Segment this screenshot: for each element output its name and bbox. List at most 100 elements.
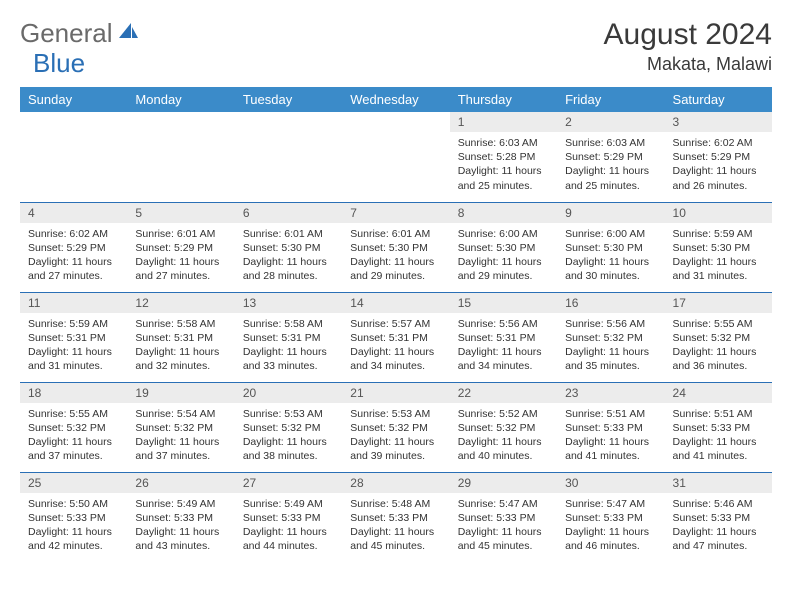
calendar-day-cell: 20Sunrise: 5:53 AMSunset: 5:32 PMDayligh… — [235, 382, 342, 472]
day-details: Sunrise: 5:47 AMSunset: 5:33 PMDaylight:… — [557, 493, 664, 560]
day-details: Sunrise: 5:59 AMSunset: 5:31 PMDaylight:… — [20, 313, 127, 380]
day-number: 7 — [342, 203, 449, 223]
weekday-header: Friday — [557, 87, 664, 112]
brand-part2: Blue — [33, 48, 85, 79]
day-details: Sunrise: 6:00 AMSunset: 5:30 PMDaylight:… — [557, 223, 664, 290]
day-number: 12 — [127, 293, 234, 313]
day-number: 29 — [450, 473, 557, 493]
day-number: 5 — [127, 203, 234, 223]
day-number: 4 — [20, 203, 127, 223]
day-number: 18 — [20, 383, 127, 403]
calendar-day-cell: 10Sunrise: 5:59 AMSunset: 5:30 PMDayligh… — [665, 202, 772, 292]
day-number: 11 — [20, 293, 127, 313]
day-number: 6 — [235, 203, 342, 223]
calendar-day-cell: 2Sunrise: 6:03 AMSunset: 5:29 PMDaylight… — [557, 112, 664, 202]
calendar-day-cell: 25Sunrise: 5:50 AMSunset: 5:33 PMDayligh… — [20, 472, 127, 562]
day-number: 27 — [235, 473, 342, 493]
calendar-week-row: 4Sunrise: 6:02 AMSunset: 5:29 PMDaylight… — [20, 202, 772, 292]
day-number: 8 — [450, 203, 557, 223]
day-number — [20, 112, 127, 132]
title-block: August 2024 Makata, Malawi — [604, 18, 772, 75]
calendar-week-row: 25Sunrise: 5:50 AMSunset: 5:33 PMDayligh… — [20, 472, 772, 562]
day-details: Sunrise: 6:01 AMSunset: 5:29 PMDaylight:… — [127, 223, 234, 290]
day-details: Sunrise: 6:01 AMSunset: 5:30 PMDaylight:… — [342, 223, 449, 290]
day-details: Sunrise: 5:51 AMSunset: 5:33 PMDaylight:… — [557, 403, 664, 470]
calendar-day-cell: 26Sunrise: 5:49 AMSunset: 5:33 PMDayligh… — [127, 472, 234, 562]
calendar-week-row: 11Sunrise: 5:59 AMSunset: 5:31 PMDayligh… — [20, 292, 772, 382]
calendar-day-cell: 7Sunrise: 6:01 AMSunset: 5:30 PMDaylight… — [342, 202, 449, 292]
day-details: Sunrise: 6:03 AMSunset: 5:29 PMDaylight:… — [557, 132, 664, 199]
day-details: Sunrise: 5:55 AMSunset: 5:32 PMDaylight:… — [665, 313, 772, 380]
calendar-day-cell: 14Sunrise: 5:57 AMSunset: 5:31 PMDayligh… — [342, 292, 449, 382]
day-number: 22 — [450, 383, 557, 403]
day-details: Sunrise: 5:48 AMSunset: 5:33 PMDaylight:… — [342, 493, 449, 560]
day-details: Sunrise: 5:55 AMSunset: 5:32 PMDaylight:… — [20, 403, 127, 470]
day-number — [235, 112, 342, 132]
calendar-day-cell: 19Sunrise: 5:54 AMSunset: 5:32 PMDayligh… — [127, 382, 234, 472]
calendar-day-cell: 11Sunrise: 5:59 AMSunset: 5:31 PMDayligh… — [20, 292, 127, 382]
header: General August 2024 Makata, Malawi — [20, 18, 772, 75]
day-details: Sunrise: 5:53 AMSunset: 5:32 PMDaylight:… — [235, 403, 342, 470]
calendar-day-cell: 28Sunrise: 5:48 AMSunset: 5:33 PMDayligh… — [342, 472, 449, 562]
weekday-header: Wednesday — [342, 87, 449, 112]
day-number: 1 — [450, 112, 557, 132]
calendar-head: SundayMondayTuesdayWednesdayThursdayFrid… — [20, 87, 772, 112]
day-number: 13 — [235, 293, 342, 313]
location: Makata, Malawi — [604, 54, 772, 75]
calendar-day-cell — [342, 112, 449, 202]
calendar-table: SundayMondayTuesdayWednesdayThursdayFrid… — [20, 87, 772, 562]
day-number: 21 — [342, 383, 449, 403]
day-number: 26 — [127, 473, 234, 493]
brand-logo: General — [20, 18, 141, 49]
day-details: Sunrise: 6:03 AMSunset: 5:28 PMDaylight:… — [450, 132, 557, 199]
day-details: Sunrise: 5:46 AMSunset: 5:33 PMDaylight:… — [665, 493, 772, 560]
weekday-header: Sunday — [20, 87, 127, 112]
day-details: Sunrise: 6:00 AMSunset: 5:30 PMDaylight:… — [450, 223, 557, 290]
calendar-day-cell: 23Sunrise: 5:51 AMSunset: 5:33 PMDayligh… — [557, 382, 664, 472]
calendar-day-cell: 31Sunrise: 5:46 AMSunset: 5:33 PMDayligh… — [665, 472, 772, 562]
calendar-day-cell: 3Sunrise: 6:02 AMSunset: 5:29 PMDaylight… — [665, 112, 772, 202]
calendar-body: 1Sunrise: 6:03 AMSunset: 5:28 PMDaylight… — [20, 112, 772, 562]
calendar-week-row: 18Sunrise: 5:55 AMSunset: 5:32 PMDayligh… — [20, 382, 772, 472]
day-number: 2 — [557, 112, 664, 132]
day-number — [342, 112, 449, 132]
calendar-day-cell: 17Sunrise: 5:55 AMSunset: 5:32 PMDayligh… — [665, 292, 772, 382]
day-number: 31 — [665, 473, 772, 493]
day-details: Sunrise: 6:02 AMSunset: 5:29 PMDaylight:… — [20, 223, 127, 290]
calendar-day-cell: 16Sunrise: 5:56 AMSunset: 5:32 PMDayligh… — [557, 292, 664, 382]
logo-sail-icon — [115, 18, 139, 49]
calendar-day-cell: 27Sunrise: 5:49 AMSunset: 5:33 PMDayligh… — [235, 472, 342, 562]
calendar-day-cell: 4Sunrise: 6:02 AMSunset: 5:29 PMDaylight… — [20, 202, 127, 292]
day-number: 23 — [557, 383, 664, 403]
calendar-day-cell — [127, 112, 234, 202]
calendar-day-cell: 21Sunrise: 5:53 AMSunset: 5:32 PMDayligh… — [342, 382, 449, 472]
day-details: Sunrise: 5:54 AMSunset: 5:32 PMDaylight:… — [127, 403, 234, 470]
weekday-header: Saturday — [665, 87, 772, 112]
calendar-day-cell — [20, 112, 127, 202]
day-number: 17 — [665, 293, 772, 313]
calendar-day-cell: 18Sunrise: 5:55 AMSunset: 5:32 PMDayligh… — [20, 382, 127, 472]
day-number: 3 — [665, 112, 772, 132]
calendar-day-cell: 5Sunrise: 6:01 AMSunset: 5:29 PMDaylight… — [127, 202, 234, 292]
calendar-day-cell: 1Sunrise: 6:03 AMSunset: 5:28 PMDaylight… — [450, 112, 557, 202]
calendar-day-cell: 8Sunrise: 6:00 AMSunset: 5:30 PMDaylight… — [450, 202, 557, 292]
month-title: August 2024 — [604, 18, 772, 52]
day-details: Sunrise: 5:47 AMSunset: 5:33 PMDaylight:… — [450, 493, 557, 560]
day-number — [127, 112, 234, 132]
day-details: Sunrise: 5:57 AMSunset: 5:31 PMDaylight:… — [342, 313, 449, 380]
day-details: Sunrise: 5:49 AMSunset: 5:33 PMDaylight:… — [235, 493, 342, 560]
calendar-day-cell: 15Sunrise: 5:56 AMSunset: 5:31 PMDayligh… — [450, 292, 557, 382]
day-number: 15 — [450, 293, 557, 313]
day-details: Sunrise: 5:56 AMSunset: 5:31 PMDaylight:… — [450, 313, 557, 380]
day-number: 14 — [342, 293, 449, 313]
calendar-day-cell: 12Sunrise: 5:58 AMSunset: 5:31 PMDayligh… — [127, 292, 234, 382]
calendar-day-cell — [235, 112, 342, 202]
day-number: 10 — [665, 203, 772, 223]
day-details: Sunrise: 5:58 AMSunset: 5:31 PMDaylight:… — [127, 313, 234, 380]
day-details: Sunrise: 5:49 AMSunset: 5:33 PMDaylight:… — [127, 493, 234, 560]
calendar-day-cell: 22Sunrise: 5:52 AMSunset: 5:32 PMDayligh… — [450, 382, 557, 472]
day-number: 19 — [127, 383, 234, 403]
day-number: 25 — [20, 473, 127, 493]
calendar-day-cell: 24Sunrise: 5:51 AMSunset: 5:33 PMDayligh… — [665, 382, 772, 472]
calendar-week-row: 1Sunrise: 6:03 AMSunset: 5:28 PMDaylight… — [20, 112, 772, 202]
